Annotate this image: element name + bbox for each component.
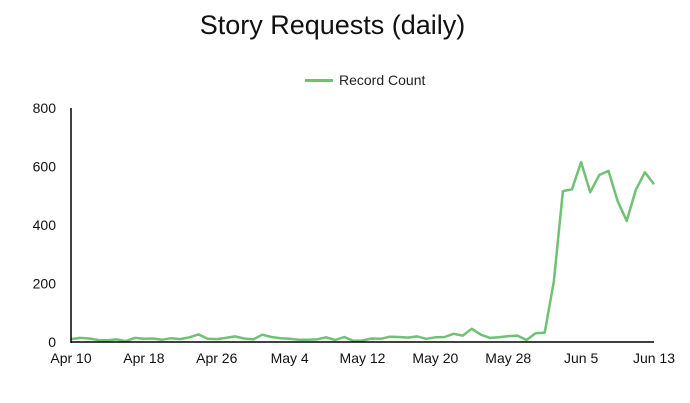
x-tick-label: May 12: [340, 350, 386, 366]
x-tick-label: May 20: [412, 350, 458, 366]
x-tick-label: Jun 13: [633, 350, 675, 366]
y-tick-label: 600: [33, 159, 57, 175]
y-tick-label: 400: [33, 217, 57, 233]
legend-swatch: [305, 78, 333, 82]
legend-label: Record Count: [339, 72, 426, 88]
series-line-record-count: [70, 160, 655, 343]
x-tick-label: Apr 26: [196, 350, 237, 366]
chart-title: Story Requests (daily): [199, 10, 466, 40]
x-tick-label: Apr 18: [123, 350, 164, 366]
x-tick-label: Apr 10: [50, 350, 91, 366]
x-tick-label: May 4: [271, 350, 309, 366]
legend: Record Count: [305, 72, 425, 88]
x-tick-label: Jun 5: [564, 350, 598, 366]
y-tick-label: 200: [33, 276, 57, 292]
y-tick-label: 0: [48, 334, 56, 350]
y-tick-label: 800: [33, 100, 57, 116]
x-tick-label: May 28: [485, 350, 531, 366]
